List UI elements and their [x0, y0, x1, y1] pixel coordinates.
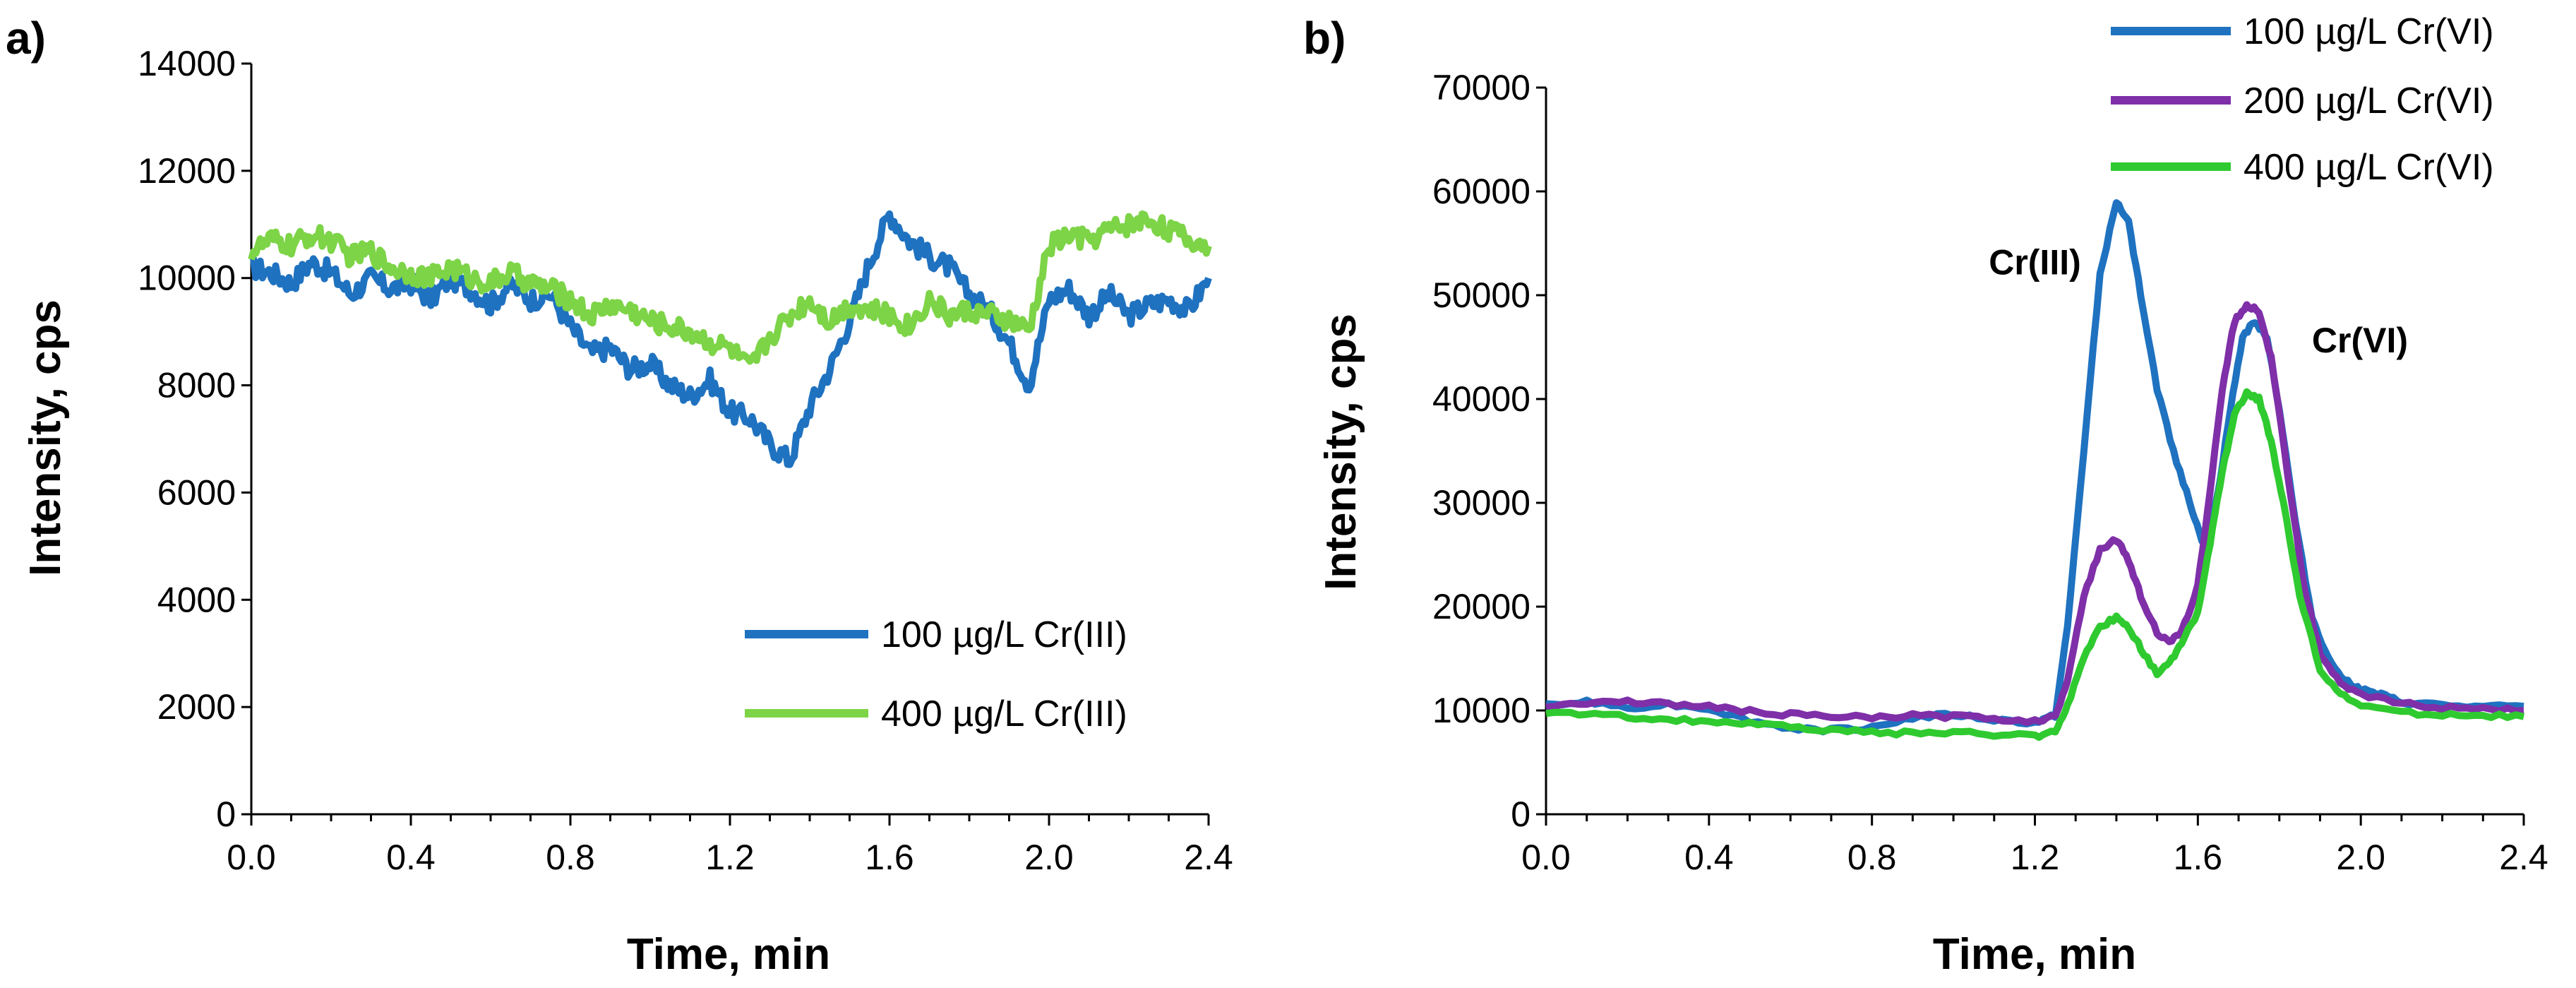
legend-label-400-cr-iii: 400 µg/L Cr(III) — [881, 694, 1127, 734]
panel-a: a) 0 2000 4000 6000 8000 10000 12000 140… — [6, 13, 1233, 979]
panel-b-ytick-label: 70000 — [1432, 68, 1530, 107]
panel-a-label: a) — [6, 13, 46, 64]
panel-b-ytick-label: 10000 — [1432, 691, 1530, 730]
series-line-400-cr-iii — [248, 210, 1212, 365]
panel-b-ytick-label: 20000 — [1432, 587, 1530, 626]
panel-b-ytick-label: 30000 — [1432, 483, 1530, 523]
panel-a-ytick-label: 8000 — [157, 366, 236, 405]
panel-b-ytick-label: 50000 — [1432, 275, 1530, 315]
panel-b-ticks — [1536, 86, 2525, 826]
panel-b-xtick-label: 1.2 — [2011, 838, 2060, 877]
panel-a-xtick-label: 0.0 — [227, 838, 276, 877]
legend-label-400-cr-vi: 400 µg/L Cr(VI) — [2243, 147, 2494, 188]
panel-b-ytick-label: 60000 — [1432, 172, 1530, 211]
panel-a-xtick-label: 0.8 — [546, 838, 595, 877]
panel-b-xtick-label: 0.4 — [1684, 838, 1734, 877]
legend-label-100-cr-iii: 100 µg/L Cr(III) — [881, 614, 1127, 655]
series-line-400-cr-vi — [1545, 388, 2525, 742]
panel-a-ytick-label: 6000 — [157, 472, 236, 512]
peak-annotation-cr-vi: Cr(VI) — [2312, 321, 2408, 360]
panel-a-x-tick-labels: 0.0 0.4 0.8 1.2 1.6 2.0 2.4 — [227, 838, 1233, 877]
panel-a-ytick-label: 4000 — [157, 580, 236, 619]
series-line-200-cr-vi — [1545, 301, 2524, 726]
panel-b-xtick-label: 1.6 — [2174, 838, 2223, 877]
panel-b-legend: 100 µg/L Cr(VI) 200 µg/L Cr(VI) 400 µg/L… — [2111, 11, 2494, 188]
panel-a-legend: 100 µg/L Cr(III) 400 µg/L Cr(III) — [745, 614, 1127, 734]
legend-label-100-cr-vi: 100 µg/L Cr(VI) — [2243, 11, 2494, 52]
panel-b-xtick-label: 0.0 — [1521, 838, 1571, 877]
panel-b-ytick-label: 40000 — [1432, 379, 1530, 419]
panel-a-xtick-label: 2.0 — [1024, 838, 1074, 877]
panel-a-ytick-label: 2000 — [157, 687, 236, 727]
panel-b-series — [1545, 199, 2525, 742]
legend-label-200-cr-vi: 200 µg/L Cr(VI) — [2243, 81, 2494, 121]
panel-b-label: b) — [1303, 13, 1346, 64]
peak-annotation-cr-iii: Cr(III) — [1989, 243, 2081, 282]
panel-b-xtick-label: 2.0 — [2336, 838, 2385, 877]
panel-b-ytick-label: 0 — [1511, 794, 1530, 834]
panel-b-x-axis-title: Time, min — [1933, 930, 2136, 979]
panel-a-xtick-label: 0.4 — [386, 838, 436, 877]
panel-a-y-tick-labels: 0 2000 4000 6000 8000 10000 12000 14000 — [138, 44, 236, 834]
panel-a-ytick-label: 14000 — [138, 44, 236, 83]
panel-a-ticks — [241, 62, 1210, 826]
panel-a-xtick-label: 1.6 — [865, 838, 914, 877]
panel-a-y-axis-title: Intensity, cps — [21, 299, 70, 576]
panel-a-x-axis-title: Time, min — [627, 930, 830, 979]
panel-a-xtick-label: 1.2 — [705, 838, 755, 877]
panel-b: b) 0 10000 20000 30000 40000 50000 60000… — [1303, 11, 2548, 979]
panel-a-xtick-label: 2.4 — [1184, 838, 1233, 877]
panel-a-ytick-label: 0 — [216, 794, 236, 834]
panel-a-ytick-label: 12000 — [138, 151, 236, 191]
panel-b-x-tick-labels: 0.0 0.4 0.8 1.2 1.6 2.0 2.4 — [1521, 838, 2548, 877]
panel-b-xtick-label: 0.8 — [1847, 838, 1897, 877]
panel-b-y-tick-labels: 0 10000 20000 30000 40000 50000 60000 70… — [1432, 68, 1530, 834]
panel-a-series — [248, 210, 1212, 468]
panel-b-y-axis-title: Intensity, cps — [1317, 314, 1365, 590]
series-line-100-cr-iii — [250, 210, 1212, 468]
panel-a-ytick-label: 10000 — [138, 258, 236, 298]
panel-b-xtick-label: 2.4 — [2499, 838, 2548, 877]
